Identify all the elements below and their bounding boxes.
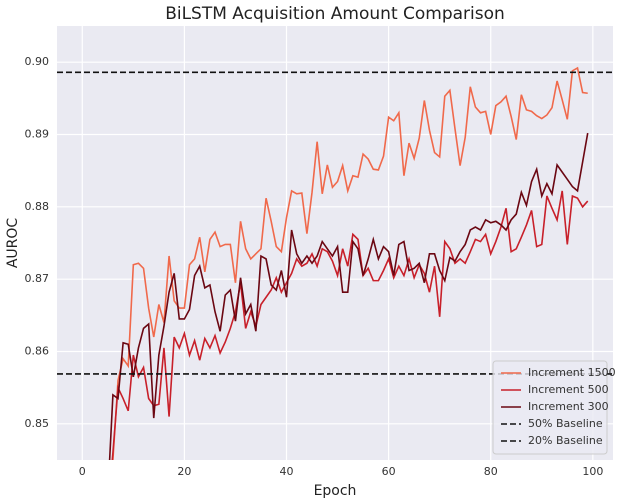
y-tick-label: 0.90 [25,55,50,68]
x-axis-label: Epoch [314,483,357,499]
plot-lines [57,66,613,460]
legend-label: 20% Baseline [528,434,603,447]
x-tick-label: 0 [79,465,86,478]
series-line [112,66,588,460]
chart-title: BiLSTM Acquisition Amount Comparison [165,4,505,24]
legend-label: Increment 1500 [528,366,616,379]
y-axis-label: AUROC [5,218,21,269]
x-tick-label: 20 [177,465,191,478]
x-tick-label: 60 [382,465,396,478]
x-tick-label: 80 [484,465,498,478]
x-tick-label: 100 [582,465,603,478]
y-tick-label: 0.88 [25,200,50,213]
y-tick-label: 0.89 [25,128,50,141]
legend-label: Increment 500 [528,383,609,396]
y-tick-label: 0.87 [25,272,50,285]
y-tick-label: 0.86 [25,345,50,358]
legend-label: 50% Baseline [528,417,603,430]
y-tick-label: 0.85 [25,417,50,430]
series-line [108,132,589,460]
legend-label: Increment 300 [528,400,609,413]
legend-box [492,360,608,455]
x-tick-label: 40 [279,465,293,478]
series-line [111,190,589,460]
